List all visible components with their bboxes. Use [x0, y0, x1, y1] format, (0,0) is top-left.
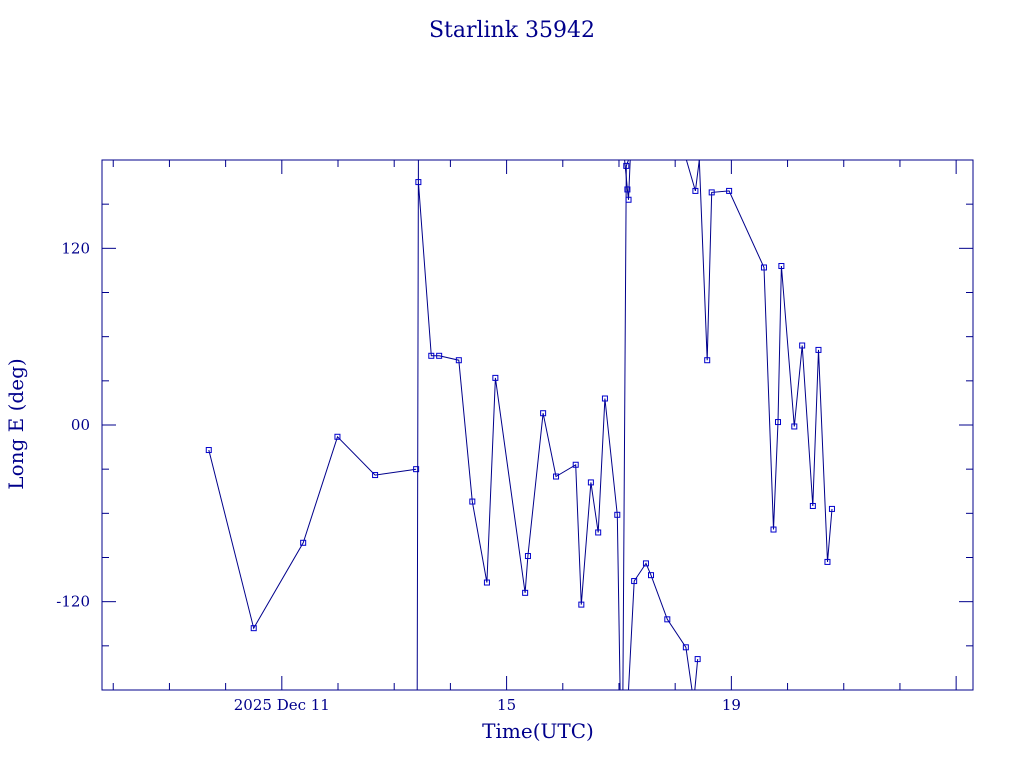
- data-point: [334, 433, 341, 440]
- y-tick-label: -120: [56, 593, 90, 611]
- data-point: [614, 511, 621, 518]
- x-tick-label: 2025 Dec 11: [234, 696, 330, 714]
- data-point: [682, 644, 689, 651]
- data-point: [492, 374, 499, 381]
- series-line: [698, 160, 833, 562]
- data-point: [372, 472, 379, 479]
- data-point: [770, 526, 777, 533]
- data-point: [760, 264, 767, 271]
- data-point: [708, 189, 715, 196]
- data-point: [483, 579, 490, 586]
- data-point: [704, 357, 711, 364]
- data-point: [799, 342, 806, 349]
- data-point: [578, 601, 585, 608]
- data-point: [455, 357, 462, 364]
- chart-title: Starlink 35942: [429, 18, 595, 43]
- data-point: [828, 505, 835, 512]
- data-point: [469, 498, 476, 505]
- axis-ticks: [102, 160, 973, 690]
- x-tick-label: 19: [722, 696, 741, 714]
- data-point: [436, 352, 443, 359]
- data-point: [692, 187, 699, 194]
- data-point: [300, 539, 307, 546]
- series-line: [694, 659, 699, 690]
- data-point: [415, 179, 422, 186]
- series-3: [624, 160, 632, 203]
- series-line: [685, 160, 700, 192]
- series-7: [698, 160, 835, 565]
- plot-frame: [101, 159, 974, 691]
- x-axis-label: Time(UTC): [482, 719, 594, 743]
- y-axis-label: Long E (deg): [4, 358, 28, 489]
- series-1: [205, 433, 420, 632]
- series-line: [208, 435, 417, 630]
- data-point: [540, 410, 547, 417]
- data-point: [524, 553, 531, 560]
- data-point: [250, 625, 257, 632]
- x-tick-label: 15: [497, 696, 516, 714]
- data-point: [664, 616, 671, 623]
- y-tick-label: 00: [71, 416, 90, 434]
- data-point: [631, 578, 638, 585]
- data-point: [775, 419, 782, 426]
- series-line: [624, 160, 631, 200]
- data-point: [601, 395, 608, 402]
- series-6: [685, 160, 700, 194]
- data-point: [625, 196, 632, 203]
- data-point: [428, 352, 435, 359]
- data-point: [726, 187, 733, 194]
- series-layer: [205, 160, 835, 690]
- data-point: [522, 589, 529, 596]
- series-4: [628, 560, 693, 690]
- data-point: [553, 473, 560, 480]
- data-point: [624, 186, 631, 193]
- data-point: [205, 447, 212, 454]
- y-tick-label: 120: [61, 239, 90, 257]
- data-point: [824, 558, 831, 565]
- series-line: [628, 562, 693, 690]
- data-point: [791, 423, 798, 430]
- series-line: [416, 160, 629, 690]
- series-5: [694, 656, 701, 690]
- tick-labels: 2025 Dec 11 15 19 -120 00 120: [56, 239, 741, 714]
- data-point: [815, 346, 822, 353]
- data-point: [809, 502, 816, 509]
- data-point: [648, 572, 655, 579]
- data-point: [595, 529, 602, 536]
- data-point: [694, 656, 701, 663]
- data-point: [572, 461, 579, 468]
- data-point: [778, 263, 785, 269]
- data-point: [413, 466, 420, 473]
- data-point: [623, 162, 630, 169]
- series-2: [415, 160, 630, 690]
- data-point: [642, 560, 649, 567]
- data-point: [587, 479, 594, 486]
